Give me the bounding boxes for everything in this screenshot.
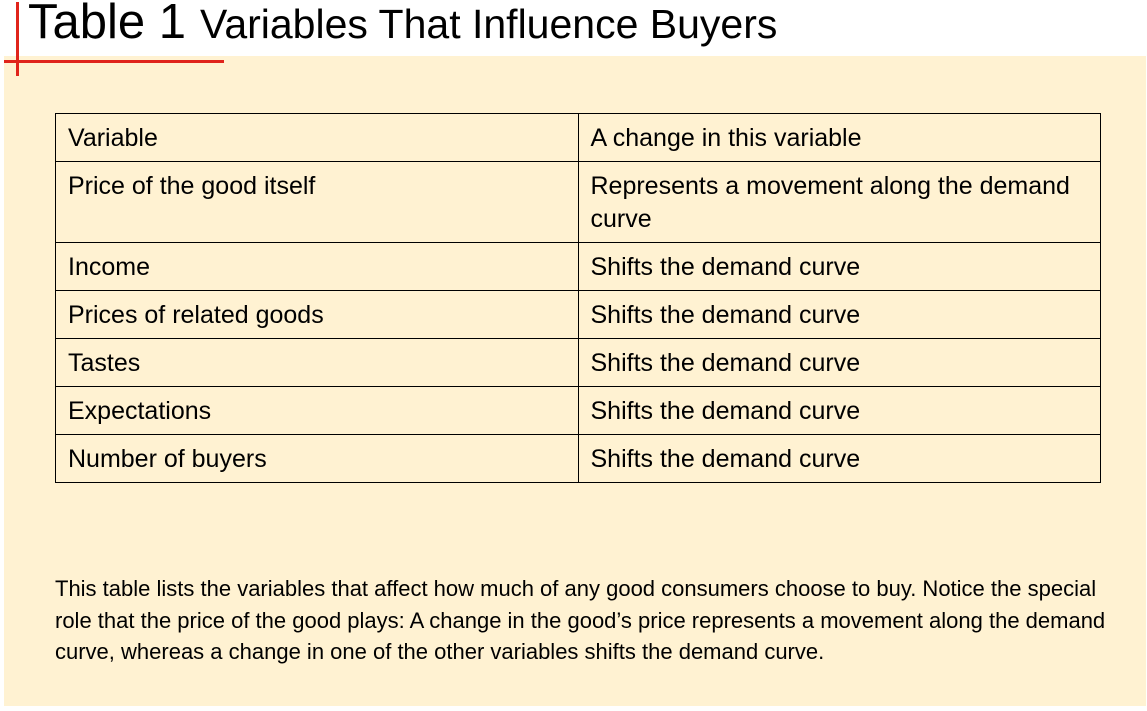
table-row: Expectations Shifts the demand curve	[55, 386, 1101, 435]
table-cell-effect: Shifts the demand curve	[577, 242, 1101, 291]
table-row: Tastes Shifts the demand curve	[55, 338, 1101, 387]
table-cell-variable: Number of buyers	[55, 434, 579, 483]
title-accent-horizontal-line	[4, 60, 224, 63]
header-cell-change: A change in this variable	[577, 113, 1101, 162]
table-cell-effect: Shifts the demand curve	[577, 386, 1101, 435]
table-cell-effect: Shifts the demand curve	[577, 434, 1101, 483]
table-row: Income Shifts the demand curve	[55, 242, 1101, 291]
table-cell-effect: Represents a movement along the demand c…	[577, 161, 1101, 243]
table-caption: This table lists the variables that affe…	[55, 576, 1106, 664]
header-cell-variable: Variable	[55, 113, 579, 162]
table-cell-variable: Income	[55, 242, 579, 291]
table-cell-variable: Price of the good itself	[55, 161, 579, 243]
table-row: Price of the good itself Represents a mo…	[55, 161, 1101, 243]
table-header-row: Variable A change in this variable	[55, 113, 1101, 162]
table-cell-variable: Prices of related goods	[55, 290, 579, 339]
table-cell-variable: Expectations	[55, 386, 579, 435]
table-cell-variable: Tastes	[55, 338, 579, 387]
table-cell-effect: Shifts the demand curve	[577, 290, 1101, 339]
table-row: Prices of related goods Shifts the deman…	[55, 290, 1101, 339]
table-cell-effect: Shifts the demand curve	[577, 338, 1101, 387]
page-title: Table 1 Variables That Influence Buyers	[28, 0, 777, 47]
title-accent-vertical-line	[16, 2, 19, 76]
variables-table: Variable A change in this variable Price…	[55, 113, 1101, 483]
title-text: Variables That Influence Buyers	[200, 1, 778, 47]
title-number: Table 1	[28, 0, 187, 49]
table-row: Number of buyers Shifts the demand curve	[55, 434, 1101, 483]
